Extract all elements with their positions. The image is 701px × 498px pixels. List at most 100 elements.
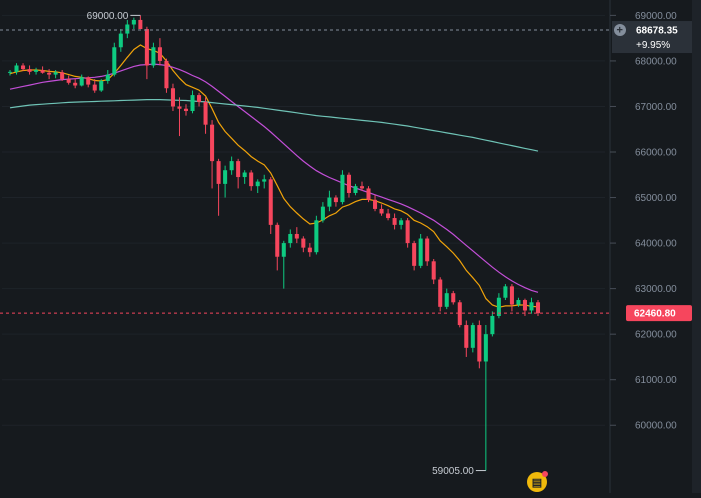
- candle-down: [164, 58, 169, 93]
- candle-down: [301, 236, 306, 253]
- annotations: 69000.00 59005.00: [87, 11, 486, 477]
- candle-down: [425, 236, 430, 266]
- price-scale[interactable]: 69000.00 68000.00 67000.00 66000.00 65000.00…: [610, 11, 692, 432]
- candle-body: [86, 77, 91, 85]
- candle-down: [73, 79, 78, 89]
- plus-circle-icon[interactable]: [614, 24, 626, 37]
- candle-body: [242, 172, 247, 178]
- candle-up: [353, 183, 358, 196]
- candle-up: [255, 179, 260, 193]
- candle-down: [86, 76, 91, 88]
- reference-price-line: [0, 29, 610, 314]
- candle-body: [418, 238, 423, 266]
- candle-down: [66, 75, 71, 85]
- high-price-label: 69000.00: [87, 11, 129, 22]
- candle-up: [99, 79, 104, 92]
- reference-price-tag[interactable]: [612, 21, 692, 54]
- candle-body: [535, 302, 541, 314]
- candle-up: [470, 322, 475, 353]
- candle-body: [268, 179, 273, 225]
- candle-body: [366, 188, 371, 200]
- candle-up: [229, 156, 234, 175]
- candle-body: [210, 124, 215, 162]
- tick-label: 60000.00: [635, 421, 677, 432]
- candle-body: [438, 279, 443, 307]
- candle-body: [92, 84, 97, 91]
- tick-label: 66000.00: [635, 148, 677, 159]
- reference-price-change: +9.95%: [636, 40, 670, 51]
- candle-body: [373, 199, 378, 209]
- candle-body: [216, 161, 221, 184]
- candle-body: [320, 206, 325, 221]
- candle-down: [392, 213, 397, 230]
- candle-up: [105, 70, 110, 84]
- candle-body: [53, 72, 58, 75]
- last-price-tag: [626, 305, 692, 322]
- reference-price-label: 68678.35: [636, 26, 678, 37]
- candle-body: [118, 33, 123, 48]
- candle-up: [327, 190, 332, 212]
- tick-label: 67000.00: [635, 102, 677, 113]
- candle-down: [210, 120, 215, 189]
- candle-down: [144, 26, 149, 80]
- candle-body: [157, 47, 162, 61]
- low-price-label: 59005.00: [432, 466, 474, 477]
- candle-up: [444, 288, 449, 310]
- candle-body: [340, 174, 345, 203]
- candle-body: [346, 174, 351, 193]
- candle-up: [190, 90, 195, 114]
- candle-down: [60, 70, 65, 81]
- tick-label: 65000.00: [635, 193, 677, 204]
- side-panel: [692, 0, 701, 493]
- candle-up: [483, 325, 488, 471]
- candle-body: [281, 243, 286, 257]
- candle-body: [483, 334, 488, 362]
- candle-up: [490, 311, 495, 337]
- candle-up: [14, 63, 19, 75]
- candle-down: [451, 290, 456, 305]
- tick-label: 64000.00: [635, 239, 677, 250]
- candles: [7, 15, 541, 471]
- candle-down: [170, 83, 175, 112]
- badge-dot: [542, 471, 548, 477]
- candle-body: [66, 79, 71, 83]
- candle-down: [275, 222, 280, 271]
- candle-up: [281, 240, 286, 289]
- candle-body: [529, 302, 534, 311]
- candle-body: [470, 325, 475, 348]
- candle-body: [444, 293, 449, 307]
- candle-body: [412, 243, 417, 266]
- candle-body: [314, 220, 319, 253]
- candle-body: [249, 172, 254, 187]
- candle-body: [151, 47, 156, 66]
- candle-down: [535, 300, 541, 316]
- candle-body: [99, 80, 104, 91]
- candle-up: [112, 42, 117, 77]
- candle-up: [516, 297, 521, 307]
- tick-label: 68000.00: [635, 56, 677, 67]
- grid-lines: [2, 0, 611, 493]
- candle-down: [346, 172, 351, 198]
- candle-up: [503, 284, 508, 301]
- candle-down: [47, 69, 52, 80]
- candle-body: [262, 179, 267, 182]
- candle-body: [509, 286, 514, 305]
- candle-body: [307, 247, 312, 253]
- candle-body: [379, 208, 384, 214]
- moving-average-line-2: [9, 63, 539, 293]
- candle-up: [340, 170, 345, 205]
- candle-down: [412, 240, 417, 271]
- candle-body: [229, 161, 234, 171]
- candle-body: [236, 161, 241, 178]
- candle-body: [164, 60, 169, 89]
- candle-body: [503, 286, 508, 298]
- candle-up: [151, 42, 156, 68]
- candle-up: [320, 202, 325, 223]
- candle-body: [386, 213, 391, 219]
- candle-up: [34, 67, 39, 75]
- notification-badge-icon[interactable]: ▤: [527, 471, 548, 492]
- candle-down: [333, 195, 338, 207]
- candle-body: [405, 220, 410, 244]
